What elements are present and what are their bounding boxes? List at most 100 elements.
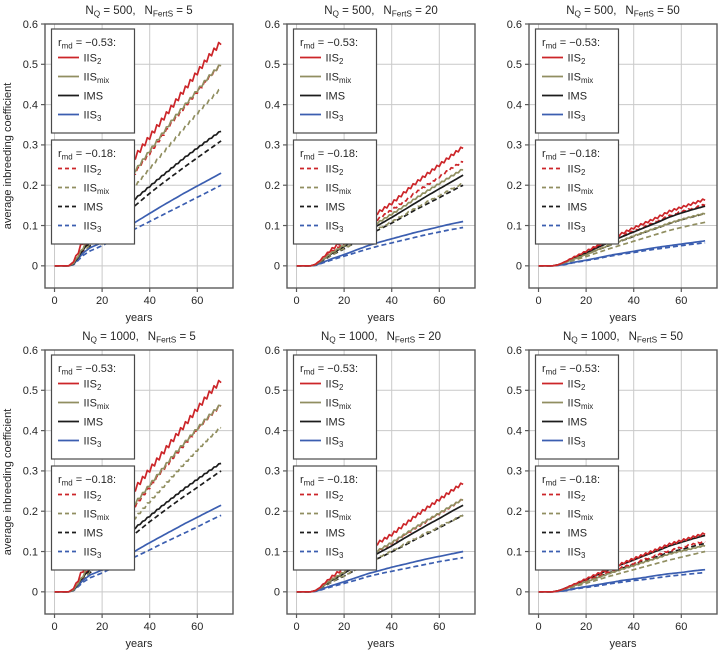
legend-item-label: IMS <box>568 201 588 213</box>
x-tick-label: 40 <box>628 295 640 307</box>
legend-item-label: IIS2​ <box>326 378 344 392</box>
y-tick-label: 0 <box>32 261 38 273</box>
y-tick-label: 0.2 <box>265 506 280 518</box>
x-tick-label: 20 <box>338 295 350 307</box>
curves <box>296 482 464 593</box>
legend-group-1: rmd​ = −0.18:IIS2​ IISmix​ IMS IIS3​ <box>50 465 136 571</box>
y-tick-label: 0.3 <box>507 140 522 152</box>
legend-item-label: IMS <box>84 90 104 102</box>
chart-canvas: 0 0.1 0.2 0.3 0.4 0.5 0.6 0 20 40 60 years NQ​ = 100… <box>507 331 718 650</box>
x-tick-label: 20 <box>580 295 592 307</box>
plot-title: NQ​ = 1000, NFertS​ = 5 <box>82 331 196 345</box>
legend-item-label: IMS <box>326 201 346 213</box>
legend-title: rmd​ = −0.53: <box>58 363 116 377</box>
legend-item-label: IMS <box>84 201 104 213</box>
series-IIS2-solid <box>538 198 706 267</box>
legend-item-label: IISmix​ <box>84 397 110 411</box>
axis-ticks <box>283 349 440 618</box>
legend-item-label: IIS2​ <box>568 378 586 392</box>
legend-item-label: IIS3​ <box>568 220 586 234</box>
legend-item-label: IIS2​ <box>84 378 102 392</box>
subplot-nq1000-nferts50: 0 0.1 0.2 0.3 0.4 0.5 0.6 0 20 40 60 years NQ​ = 100… <box>484 326 726 651</box>
y-tick-label: 0.5 <box>265 385 280 397</box>
plot-title: NQ​ = 500, NFertS​ = 20 <box>324 5 438 19</box>
legend-title: rmd​ = −0.53: <box>542 363 600 377</box>
legend-title: rmd​ = −0.18: <box>300 474 358 488</box>
legend-item-label: IIS2​ <box>84 489 102 503</box>
x-tick-label: 20 <box>96 295 108 307</box>
series-IIS3-solid <box>296 220 464 267</box>
y-tick-label: 0.3 <box>507 466 522 478</box>
legend-group-1: rmd​ = −0.18:IIS2​ IISmix​ IMS IIS3​ <box>50 139 136 245</box>
x-axis-label: years <box>126 638 153 650</box>
legend-item-label: IIS3​ <box>326 546 344 560</box>
legend-group-1: rmd​ = −0.18:IIS2​ IISmix​ IMS IIS3​ <box>534 139 620 245</box>
legend-group-0: rmd​ = −0.53:IIS2​ IISmix​ IMS IIS3​ <box>534 354 620 460</box>
legend-item-label: IIS2​ <box>326 163 344 177</box>
legend-item-label: IMS <box>84 527 104 539</box>
subplot-nq500-nferts20: 0 0.1 0.2 0.3 0.4 0.5 0.6 0 20 40 60 years NQ​ = 500… <box>242 0 484 326</box>
y-tick-label: 0.5 <box>23 385 38 397</box>
series-IISmix-dashed <box>296 182 464 267</box>
legend-title: rmd​ = −0.18: <box>300 148 358 162</box>
legend-item-label: IMS <box>84 416 104 428</box>
legend-group-1: rmd​ = −0.18:IIS2​ IISmix​ IMS IIS3​ <box>292 139 378 245</box>
y-tick-label: 0.2 <box>265 180 280 192</box>
y-tick-label: 0.1 <box>265 546 280 558</box>
y-tick-label: 0.1 <box>265 220 280 232</box>
plot-title: NQ​ = 500, NFertS​ = 50 <box>566 5 680 19</box>
series-IIS2-solid <box>54 379 222 593</box>
y-tick-label: 0.3 <box>23 466 38 478</box>
series-IIS3-solid <box>54 504 222 593</box>
y-tick-label: 0 <box>516 587 522 599</box>
series-IMS-dashed <box>296 184 464 267</box>
legend-group-0: rmd​ = −0.53:IIS2​ IISmix​ IMS IIS3​ <box>50 28 136 134</box>
y-tick-label: 0.5 <box>265 59 280 71</box>
y-tick-label: 0 <box>274 587 280 599</box>
series-IIS3-dashed <box>54 184 222 267</box>
x-tick-label: 40 <box>386 295 398 307</box>
axes-frame <box>44 23 234 289</box>
legend-item-label: IMS <box>568 90 588 102</box>
y-axis-label: average inbreeding coefficient <box>2 409 14 556</box>
y-tick-label: 0.2 <box>23 180 38 192</box>
axis-ticks <box>41 23 198 292</box>
legend-item-label: IISmix​ <box>84 71 110 85</box>
legend-item-label: IIS3​ <box>326 435 344 449</box>
x-tick-label: 40 <box>628 621 640 633</box>
chart-canvas: 0 0.1 0.2 0.3 0.4 0.5 0.6 0 20 40 60 years NQ​ = 500… <box>265 5 476 324</box>
series-IIS3-solid <box>296 550 464 593</box>
legend-item-label: IIS2​ <box>326 489 344 503</box>
y-tick-label: 0.4 <box>507 425 522 437</box>
series-IIS3-solid <box>538 568 706 593</box>
series-IISmix-dashed <box>296 514 464 593</box>
y-tick-label: 0.1 <box>507 220 522 232</box>
chart-canvas: 0 0.1 0.2 0.3 0.4 0.5 0.6 0 20 40 60 years average i… <box>2 5 234 324</box>
legend-title: rmd​ = −0.18: <box>542 148 600 162</box>
legend-item-label: IIS3​ <box>84 435 102 449</box>
legend-item-label: IMS <box>568 527 588 539</box>
x-tick-label: 0 <box>535 295 541 307</box>
legend-title: rmd​ = −0.53: <box>542 37 600 51</box>
x-tick-label: 0 <box>51 295 57 307</box>
y-tick-label: 0.4 <box>265 425 280 437</box>
x-tick-label: 20 <box>338 621 350 633</box>
x-tick-label: 0 <box>293 621 299 633</box>
series-IIS2-solid <box>296 482 464 593</box>
x-tick-label: 40 <box>386 621 398 633</box>
series-IIS2-dashed <box>296 160 464 267</box>
legend-title: rmd​ = −0.53: <box>58 37 116 51</box>
legend-group-1: rmd​ = −0.18:IIS2​ IISmix​ IMS IIS3​ <box>534 465 620 571</box>
chart-canvas: 0 0.1 0.2 0.3 0.4 0.5 0.6 0 20 40 60 years NQ​ = 100… <box>265 331 476 650</box>
legend-item-label: IISmix​ <box>326 397 352 411</box>
x-tick-label: 20 <box>580 621 592 633</box>
legend-item-label: IIS3​ <box>326 109 344 123</box>
legend-item-label: IMS <box>326 416 346 428</box>
x-tick-label: 40 <box>144 621 156 633</box>
x-tick-label: 60 <box>675 295 687 307</box>
y-tick-label: 0 <box>516 261 522 273</box>
x-tick-label: 60 <box>433 295 445 307</box>
chart-canvas: 0 0.1 0.2 0.3 0.4 0.5 0.6 0 20 40 60 years average i… <box>2 331 234 650</box>
plot-title: NQ​ = 500, NFertS​ = 5 <box>85 5 192 19</box>
x-tick-label: 0 <box>51 621 57 633</box>
